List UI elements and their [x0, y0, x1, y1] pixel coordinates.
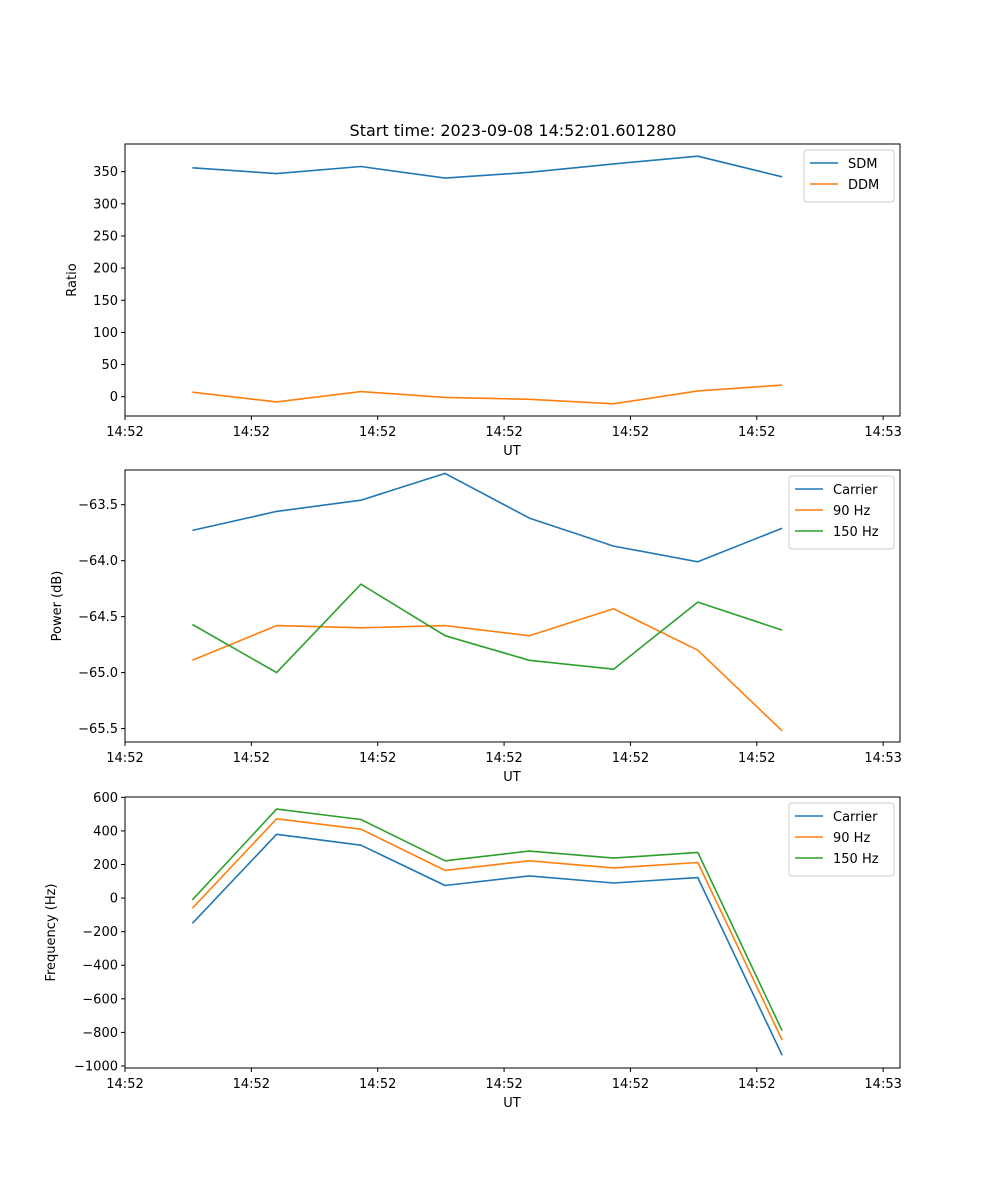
x-tick-label: 14:52: [738, 751, 775, 766]
figure-title: Start time: 2023-09-08 14:52:01.601280: [350, 121, 677, 140]
legend: Carrier 90 Hz 150 Hz: [788, 475, 895, 550]
x-tick-label: 14:52: [612, 1077, 649, 1092]
y-tick-label: −400: [82, 959, 118, 974]
x-tick-label: 14:52: [359, 1077, 396, 1092]
y-tick-label: 200: [93, 858, 118, 873]
series-line-ratio-ddm: [192, 384, 783, 405]
x-tick-label: 14:52: [233, 751, 270, 766]
x-tick-label: 14:52: [485, 425, 522, 440]
x-tick-label: 14:52: [738, 1077, 775, 1092]
series-line-ratio-sdm: [192, 155, 783, 179]
x-tick-label: 14:52: [106, 751, 143, 766]
y-tick-label: 400: [93, 824, 118, 839]
x-tick-label: 14:53: [864, 425, 901, 440]
y-tick-label: 600: [93, 791, 118, 806]
x-axis-label: UT: [503, 770, 521, 785]
subplot-power: 14:52 14:52 14:52 14:52 14:52 14:52 14:53 −63.5…: [50, 469, 902, 785]
y-tick-label: −200: [82, 925, 118, 940]
y-tick-label: 300: [93, 197, 118, 212]
x-tick-label: 14:52: [485, 1077, 522, 1092]
y-tick-label: 250: [93, 229, 118, 244]
x-tick-label: 14:52: [233, 1077, 270, 1092]
y-tick-label: −600: [82, 992, 118, 1007]
x-tick-label: 14:52: [106, 425, 143, 440]
x-tick-label: 14:52: [485, 751, 522, 766]
legend-label: 90 Hz: [833, 831, 870, 846]
y-axis-label: Power (dB): [50, 571, 65, 642]
y-tick-label: 150: [93, 294, 118, 309]
y-tick-label: −1000: [74, 1059, 118, 1074]
legend-label: SDM: [848, 157, 877, 172]
subplot-ratio: 14:52 14:52 14:52 14:52 14:52 14:52 14:53 0 50 10…: [65, 143, 902, 459]
legend-label: DDM: [848, 178, 879, 193]
y-tick-label: 350: [93, 165, 118, 180]
y-tick-label: −63.5: [78, 498, 118, 513]
y-tick-label: 0: [110, 892, 118, 907]
x-tick-label: 14:52: [612, 751, 649, 766]
legend-label: Carrier: [833, 483, 878, 498]
subplot-frequency: 14:52 14:52 14:52 14:52 14:52 14:52 14:53 600 40…: [44, 791, 902, 1111]
legend-label: 150 Hz: [833, 852, 879, 867]
axes-frame: [124, 796, 901, 1069]
x-tick-label: 14:52: [359, 751, 396, 766]
y-tick-label: 100: [93, 326, 118, 341]
y-tick-label: 200: [93, 262, 118, 277]
series-line-frequency-carrier: [191, 833, 783, 1056]
x-tick-label: 14:52: [612, 425, 649, 440]
axes-frame: [124, 469, 901, 743]
legend-label: Carrier: [833, 810, 878, 825]
y-tick-label: 50: [101, 358, 118, 373]
y-tick-label: −65.0: [78, 666, 118, 681]
x-tick-label: 14:53: [864, 1077, 901, 1092]
x-tick-label: 14:52: [106, 1077, 143, 1092]
x-tick-label: 14:52: [233, 425, 270, 440]
x-tick-label: 14:52: [359, 425, 396, 440]
legend: Carrier 90 Hz 150 Hz: [788, 802, 895, 877]
legend: SDM DDM: [803, 149, 895, 203]
y-tick-label: 0: [110, 390, 118, 405]
series-line-power-90-hz: [192, 607, 783, 732]
legend-label: 150 Hz: [833, 525, 879, 540]
x-axis-label: UT: [503, 444, 521, 459]
y-tick-label: −64.5: [78, 610, 118, 625]
x-tick-label: 14:52: [738, 425, 775, 440]
y-tick-label: −64.0: [78, 554, 118, 569]
subplots: 14:52 14:52 14:52 14:52 14:52 14:52 14:53 0 50 10…: [44, 143, 902, 1111]
y-axis-label: Frequency (Hz): [44, 883, 59, 981]
series-line-frequency-90-hz: [191, 817, 783, 1041]
legend-label: 90 Hz: [833, 504, 870, 519]
y-axis-label: Ratio: [65, 263, 80, 296]
series-line-frequency-150-hz: [191, 808, 783, 1032]
series-line-power-carrier: [192, 472, 783, 563]
series-line-power-150-hz: [192, 583, 783, 674]
x-axis-label: UT: [503, 1096, 521, 1111]
axes-frame: [124, 143, 901, 417]
y-tick-label: −65.5: [78, 722, 118, 737]
y-tick-label: −800: [82, 1026, 118, 1041]
x-tick-label: 14:53: [864, 751, 901, 766]
